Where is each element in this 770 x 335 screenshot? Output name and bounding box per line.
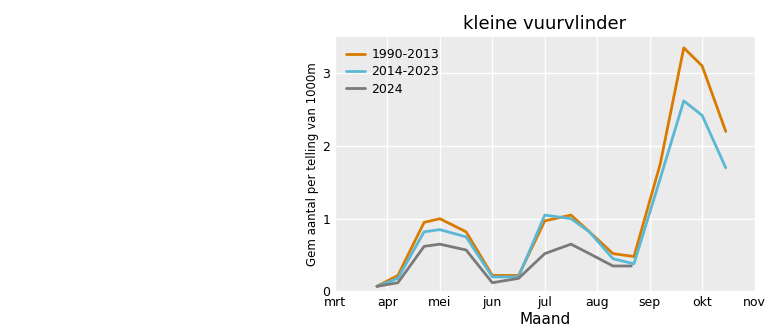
2014-2023 xyxy=(567,217,576,221)
2014-2023 xyxy=(420,230,429,234)
1990-2013 xyxy=(461,230,470,234)
2014-2023 xyxy=(487,275,497,279)
1990-2013 xyxy=(608,252,618,256)
2014-2023 xyxy=(435,227,444,231)
2024 xyxy=(393,281,403,285)
1990-2013 xyxy=(435,217,444,221)
1990-2013 xyxy=(698,64,707,68)
2024 xyxy=(541,252,550,256)
2014-2023 xyxy=(608,257,618,261)
1990-2013 xyxy=(514,273,523,277)
2014-2023 xyxy=(541,213,550,217)
2014-2023 xyxy=(584,230,594,234)
2014-2023 xyxy=(393,276,403,280)
1990-2013 xyxy=(629,255,638,259)
2014-2023 xyxy=(721,166,731,170)
1990-2013 xyxy=(487,273,497,277)
Line: 2014-2023: 2014-2023 xyxy=(377,101,726,286)
2024 xyxy=(584,252,594,256)
1990-2013 xyxy=(541,219,550,223)
1990-2013 xyxy=(420,220,429,224)
2014-2023 xyxy=(461,235,470,239)
1990-2013 xyxy=(721,129,731,133)
Title: kleine vuurvlinder: kleine vuurvlinder xyxy=(464,14,626,32)
Line: 2024: 2024 xyxy=(377,244,631,286)
2024 xyxy=(514,276,523,280)
2024 xyxy=(487,281,497,285)
1990-2013 xyxy=(584,230,594,234)
1990-2013 xyxy=(372,284,381,288)
2024 xyxy=(567,242,576,246)
Line: 1990-2013: 1990-2013 xyxy=(377,48,726,286)
2014-2023 xyxy=(372,284,381,288)
2024 xyxy=(372,284,381,288)
2014-2023 xyxy=(629,262,638,266)
2014-2023 xyxy=(655,177,665,181)
2014-2023 xyxy=(514,275,523,279)
X-axis label: Maand: Maand xyxy=(519,312,571,327)
2014-2023 xyxy=(679,99,688,103)
2024 xyxy=(608,264,618,268)
2014-2023 xyxy=(698,114,707,118)
1990-2013 xyxy=(393,273,403,277)
2024 xyxy=(461,248,470,252)
Legend: 1990-2013, 2014-2023, 2024: 1990-2013, 2014-2023, 2024 xyxy=(341,43,444,101)
1990-2013 xyxy=(655,162,665,166)
2024 xyxy=(420,244,429,248)
2024 xyxy=(435,242,444,246)
Y-axis label: Gem aantal per telling van 1000m: Gem aantal per telling van 1000m xyxy=(306,62,320,266)
1990-2013 xyxy=(567,213,576,217)
1990-2013 xyxy=(679,46,688,50)
2024 xyxy=(627,264,636,268)
